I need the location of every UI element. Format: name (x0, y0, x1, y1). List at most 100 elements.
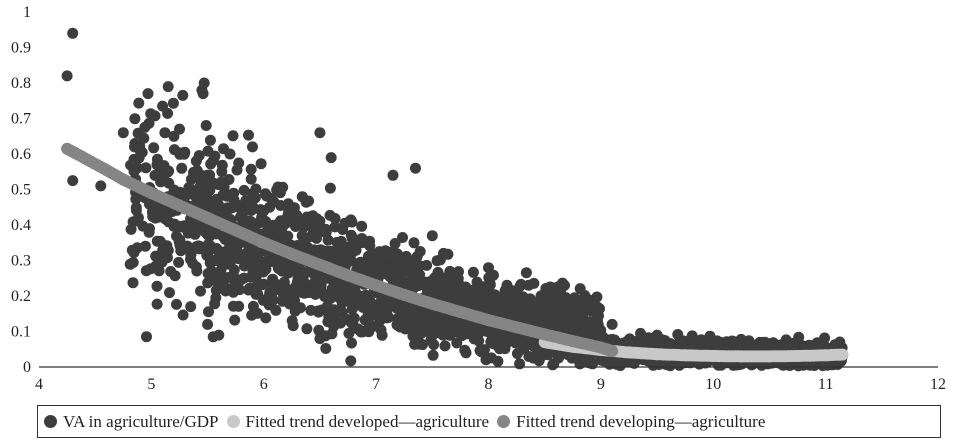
scatter-point (167, 97, 179, 109)
scatter-point (572, 296, 584, 308)
scatter-point (163, 165, 175, 177)
y-tick-label: 0.1 (11, 324, 31, 341)
scatter-point (397, 232, 408, 243)
scatter-point (643, 332, 654, 344)
scatter-point (514, 280, 526, 292)
scatter-point (326, 314, 338, 326)
scatter-point (212, 244, 224, 256)
scatter-point (296, 269, 308, 281)
scatter-point (572, 304, 584, 316)
x-axis-ticks: 4 5 6 7 8 9 10 11 12 (35, 376, 946, 393)
scatter-point (553, 281, 564, 293)
scatter-point (376, 329, 388, 341)
scatter-point (451, 288, 463, 300)
scatter-point (243, 129, 254, 141)
scatter-point (244, 198, 256, 210)
scatter-point (322, 289, 334, 301)
scatter-point (264, 293, 276, 305)
scatter-point (483, 262, 494, 274)
scatter-point (345, 355, 357, 367)
scatter-point (130, 202, 142, 213)
scatter-point (133, 97, 145, 109)
scatter-point (591, 301, 603, 313)
scatter-point (597, 331, 609, 343)
scatter-point (210, 284, 222, 296)
legend-marker-scatter (44, 415, 57, 428)
x-tick-label: 6 (260, 376, 268, 393)
scatter-point (146, 206, 158, 218)
scatter-point (324, 209, 336, 221)
scatter-point (200, 120, 212, 131)
scatter-point (225, 190, 237, 202)
scatter-point (381, 312, 393, 324)
scatter-point (560, 307, 572, 319)
scatter-point (431, 278, 443, 290)
scatter-point (316, 304, 328, 316)
scatter-point (346, 303, 358, 315)
scatter-point (276, 228, 288, 240)
scatter-point (578, 355, 590, 366)
scatter-point (144, 223, 155, 235)
scatter-point (129, 113, 141, 125)
scatter-point (472, 322, 484, 334)
scatter-point (410, 318, 422, 330)
scatter-point (459, 344, 471, 356)
scatter-point (228, 264, 240, 276)
scatter-point (389, 238, 401, 249)
scatter-point (178, 221, 190, 233)
scatter-point (151, 298, 163, 310)
scatter-point (136, 146, 148, 158)
x-tick-label: 8 (485, 376, 493, 393)
scatter-point (427, 349, 439, 361)
scatter-point (246, 309, 258, 321)
y-tick-label: 0.5 (11, 182, 31, 199)
scatter-point (247, 141, 258, 153)
scatter-point (148, 142, 160, 154)
scatter-point (212, 179, 224, 190)
scatter-point (655, 334, 667, 346)
scatter-point (244, 282, 256, 294)
scatter-point (168, 220, 180, 232)
scatter-point (378, 252, 390, 264)
y-tick-label: 0.8 (11, 75, 31, 92)
scatter-point (207, 155, 219, 166)
legend-label-scatter: VA in agriculture/GDP (63, 411, 219, 431)
scatter-point (408, 237, 420, 249)
scatter-point (164, 287, 175, 299)
scatter-point (198, 77, 210, 89)
scatter-point (397, 311, 409, 323)
legend-label-developing: Fitted trend developing—agriculture (516, 411, 766, 431)
scatter-point (487, 330, 498, 342)
x-tick-label: 9 (597, 376, 605, 393)
scatter-point (177, 89, 189, 101)
scatter-point (431, 255, 443, 267)
scatter-point (204, 134, 216, 146)
scatter-point (447, 277, 459, 289)
scatter-point (759, 336, 771, 348)
scatter-point (245, 163, 257, 175)
scatter-point (202, 239, 214, 251)
scatter-point (313, 324, 325, 336)
x-tick-label: 12 (930, 376, 946, 393)
x-tick-label: 7 (372, 376, 380, 393)
scatter-point (300, 196, 312, 208)
scatter-point (242, 215, 254, 227)
scatter-point (343, 327, 355, 339)
scatter-point (314, 127, 326, 139)
scatter-point (130, 193, 142, 205)
scatter-point (287, 264, 299, 276)
scatter-point (426, 230, 438, 242)
scatter-point (202, 277, 214, 289)
scatter-point (171, 298, 182, 310)
scatter-point (222, 202, 234, 214)
scatter-point (309, 229, 321, 241)
scatter-point (269, 256, 281, 268)
scatter-point (126, 244, 138, 256)
scatter-point (346, 337, 357, 349)
scatter-point (159, 127, 171, 139)
x-tick-label: 10 (705, 376, 721, 393)
scatter-point (258, 205, 270, 217)
scatter-point (510, 295, 522, 307)
scatter-point (609, 354, 621, 366)
